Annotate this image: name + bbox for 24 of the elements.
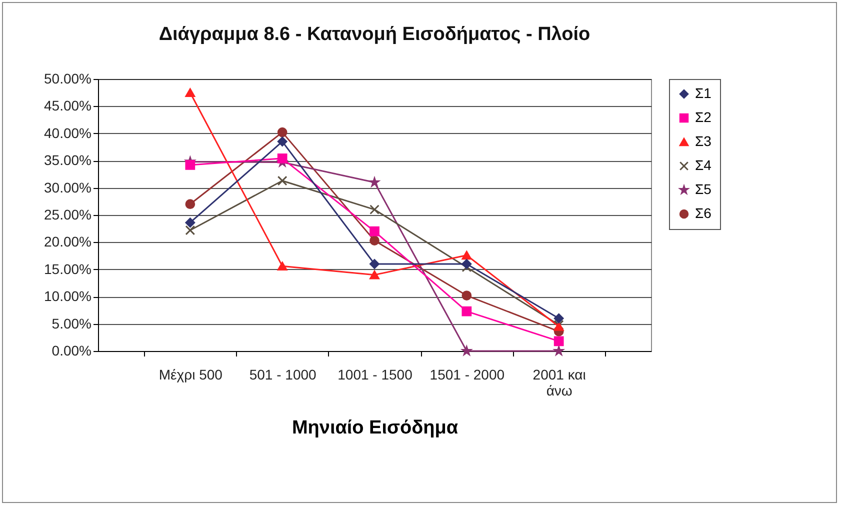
y-tick-label: 10.00% [44,288,92,304]
x-tick-label: 2001 και άνω [532,366,586,398]
y-tick-label: 40.00% [44,124,92,141]
y-tick-label: 5.00% [52,315,92,332]
y-tick-label: 20.00% [44,234,92,250]
y-tick-label: 50.00% [44,70,92,86]
y-tick-label: 25.00% [44,206,92,222]
legend-label: Σ2 [695,109,712,125]
x-axis-title: Μηνιαίο Εισόδημα [292,418,458,438]
x-tick-label: Μέχρι 500 [158,366,223,382]
y-tick-label: 35.00% [44,152,92,168]
y-tick-label: 30.00% [44,179,92,196]
legend-label: Σ6 [695,205,712,221]
legend-label: Σ5 [695,181,712,197]
x-tick-label: 1001 - 1500 [338,366,413,382]
x-tick-label: 1501 - 2000 [430,366,505,382]
y-tick-label: 45.00% [44,98,92,114]
x-tick-label: 501 - 1000 [249,366,317,382]
chart-title: Διάγραμμα 8.6 - Κατανομή Εισοδήματος - Πλοίο [158,24,590,45]
legend-label: Σ3 [695,133,712,149]
y-tick-label: 15.00% [44,260,92,277]
y-tick-label: 0.00% [52,342,92,358]
legend-label: Σ1 [695,85,712,101]
legend-label: Σ4 [695,157,712,173]
